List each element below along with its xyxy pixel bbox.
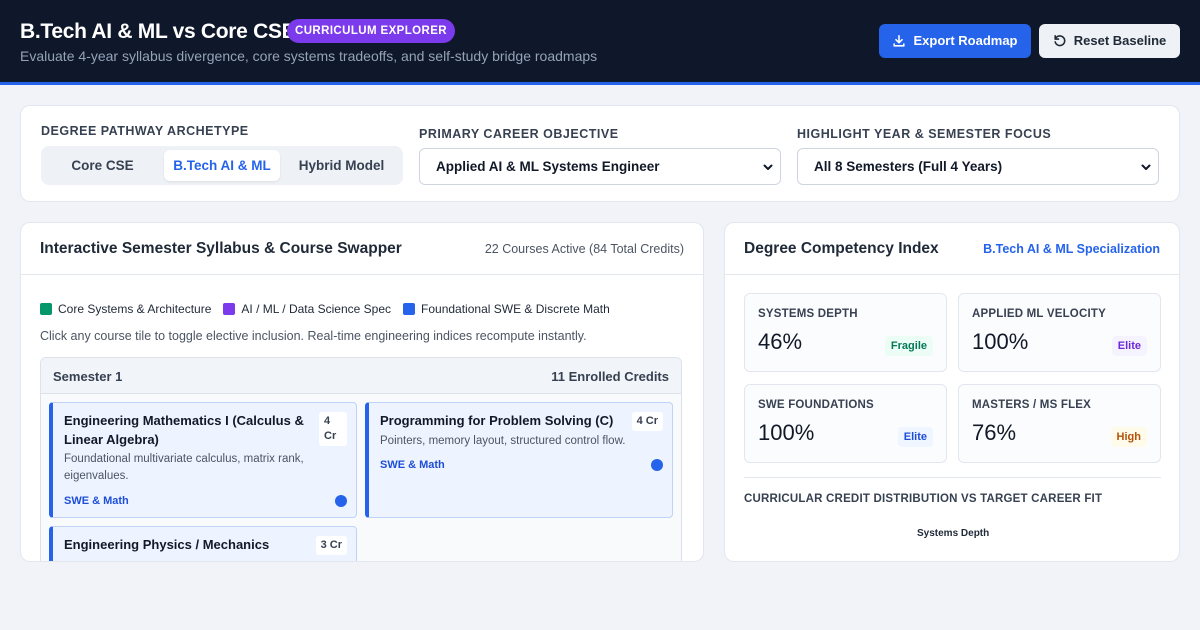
semester-header: Semester 1 11 Enrolled Credits <box>41 358 681 394</box>
career-objective-select[interactable]: Applied AI & ML Systems Engineer <box>419 148 781 185</box>
selected-indicator <box>651 459 663 471</box>
pathway-option-hybrid[interactable]: Hybrid Model <box>298 158 385 173</box>
reset-baseline-button[interactable]: Reset Baseline <box>1039 24 1180 58</box>
metric-value: 76% <box>972 420 1017 445</box>
legend-swatch <box>223 303 236 315</box>
controls-card: DEGREE PATHWAY ARCHETYPE Core CSE B.Tech… <box>20 105 1180 202</box>
export-roadmap-label: Export Roadmap <box>913 33 1018 48</box>
reset-baseline-label: Reset Baseline <box>1073 33 1167 48</box>
selected-indicator <box>335 495 347 507</box>
chevron-down-icon <box>1141 164 1151 170</box>
semester-block: Semester 1 11 Enrolled Credits Engineeri… <box>40 357 682 561</box>
syllabus-title: Interactive Semester Syllabus & Course S… <box>40 240 402 257</box>
competency-panel-header: Degree Competency Index B.Tech AI & ML S… <box>725 223 1179 275</box>
radar-axis-label: Systems Depth <box>917 528 990 539</box>
legend-item-ai-ml: AI / ML / Data Science Spec <box>223 302 391 316</box>
legend-label: Foundational SWE & Discrete Math <box>421 302 610 316</box>
course-name: Programming for Problem Solving (C) <box>380 413 614 428</box>
reset-icon <box>1054 34 1066 47</box>
status-badge: Elite <box>1111 336 1147 356</box>
syllabus-panel-header: Interactive Semester Syllabus & Course S… <box>21 223 703 275</box>
app-header: B.Tech AI & ML vs Core CSE CURRICULUM EX… <box>0 0 1200 85</box>
semester-credits: 11 Enrolled Credits <box>551 369 669 384</box>
status-badge: Fragile <box>884 336 933 356</box>
course-tile[interactable]: Programming for Problem Solving (C) 4 Cr… <box>365 402 673 518</box>
metric-card-masters-flex: MASTERS / MS FLEX 76% High <box>958 384 1161 463</box>
app-badge: CURRICULUM EXPLORER <box>287 19 455 43</box>
course-name: Engineering Mathematics I (Calculus & Li… <box>64 413 304 447</box>
legend-label: Core Systems & Architecture <box>58 302 212 316</box>
metric-value: 100% <box>758 420 815 445</box>
course-credits: 4 Cr <box>631 412 663 431</box>
career-objective-value: Applied AI & ML Systems Engineer <box>436 159 660 174</box>
course-tile[interactable]: Engineering Physics / Mechanics 3 Cr <box>49 526 357 561</box>
course-tile[interactable]: Engineering Mathematics I (Calculus & Li… <box>49 402 357 518</box>
legend-item-core-systems: Core Systems & Architecture <box>40 302 211 316</box>
competency-panel: Degree Competency Index B.Tech AI & ML S… <box>724 222 1180 562</box>
semester-focus-select[interactable]: All 8 Semesters (Full 4 Years) <box>797 148 1159 185</box>
competency-title: Degree Competency Index <box>744 240 939 257</box>
metric-label: SWE FOUNDATIONS <box>758 399 874 411</box>
syllabus-meta: 22 Courses Active (84 Total Credits) <box>484 242 684 256</box>
semester-title: Semester 1 <box>53 369 123 384</box>
metric-value: 46% <box>758 329 803 354</box>
status-badge: Elite <box>897 427 933 447</box>
chevron-down-icon <box>763 164 773 170</box>
download-icon <box>893 34 906 47</box>
distribution-title: CURRICULAR CREDIT DISTRIBUTION VS TARGET… <box>744 493 1103 505</box>
course-category: SWE & Math <box>64 495 129 507</box>
course-category: SWE & Math <box>380 459 445 471</box>
focus-label: HIGHLIGHT YEAR & SEMESTER FOCUS <box>797 127 1052 141</box>
pathway-label: DEGREE PATHWAY ARCHETYPE <box>41 124 249 138</box>
course-credits: 4 Cr <box>319 412 347 446</box>
pathway-segmented-control: Core CSE B.Tech AI & ML Hybrid Model <box>41 146 403 185</box>
course-description: Foundational multivariate calculus, matr… <box>64 453 304 482</box>
course-description: Pointers, memory layout, structured cont… <box>380 435 626 447</box>
semester-focus-value: All 8 Semesters (Full 4 Years) <box>814 159 1003 174</box>
metric-card-systems-depth: SYSTEMS DEPTH 46% Fragile <box>744 293 947 372</box>
course-legend: Core Systems & Architecture AI / ML / Da… <box>40 302 610 316</box>
status-badge: High <box>1110 427 1147 447</box>
pathway-option-core-cse[interactable]: Core CSE <box>71 158 134 173</box>
divider <box>744 477 1161 478</box>
metric-value: 100% <box>972 329 1029 354</box>
career-label: PRIMARY CAREER OBJECTIVE <box>419 127 619 141</box>
course-credits: 3 Cr <box>315 536 347 555</box>
metric-label: MASTERS / MS FLEX <box>972 399 1092 411</box>
app-title: B.Tech AI & ML vs Core CSE <box>20 20 296 43</box>
metric-card-applied-ml-velocity: APPLIED ML VELOCITY 100% Elite <box>958 293 1161 372</box>
app-subtitle: Evaluate 4-year syllabus divergence, cor… <box>20 48 598 64</box>
metric-label: SYSTEMS DEPTH <box>758 308 858 320</box>
syllabus-panel: Interactive Semester Syllabus & Course S… <box>20 222 704 562</box>
legend-label: AI / ML / Data Science Spec <box>241 302 392 316</box>
legend-swatch <box>403 303 416 315</box>
legend-item-swe-math: Foundational SWE & Discrete Math <box>403 302 610 316</box>
competency-spec-link[interactable]: B.Tech AI & ML Specialization <box>983 242 1160 256</box>
syllabus-hint: Click any course tile to toggle elective… <box>40 329 587 343</box>
pathway-option-btech-ai-ml[interactable]: B.Tech AI & ML <box>164 150 280 181</box>
legend-swatch <box>40 303 52 315</box>
export-roadmap-button[interactable]: Export Roadmap <box>879 24 1031 58</box>
metric-label: APPLIED ML VELOCITY <box>972 308 1106 320</box>
metric-card-swe-foundations: SWE FOUNDATIONS 100% Elite <box>744 384 947 463</box>
course-name: Engineering Physics / Mechanics <box>64 537 270 552</box>
